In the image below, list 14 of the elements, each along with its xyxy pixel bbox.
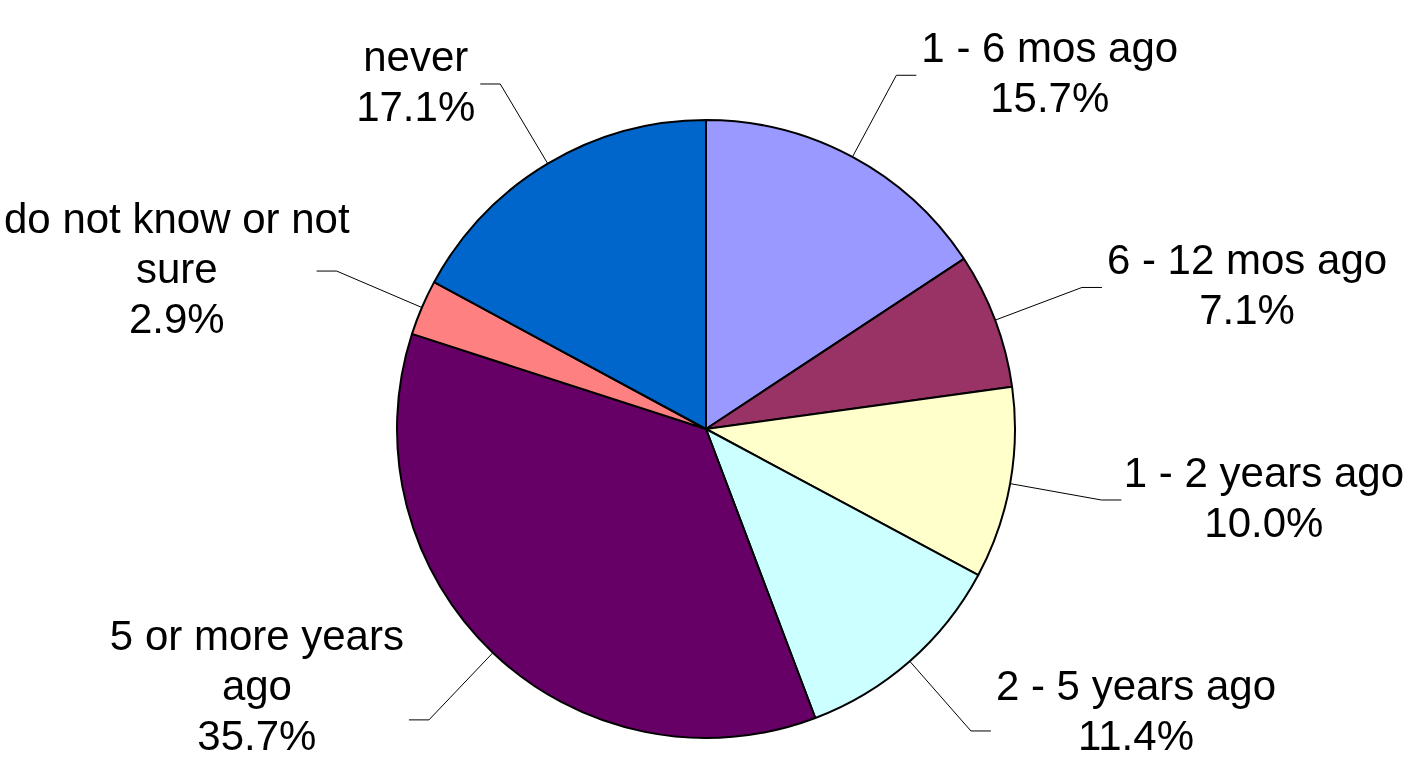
data-label: 11.4% bbox=[1078, 711, 1194, 759]
slice-label: 1 - 2 years ago bbox=[1123, 448, 1405, 496]
data-label: 7.1% bbox=[1199, 286, 1295, 334]
data-label: 15.7% bbox=[990, 73, 1110, 121]
slice-label: 5 or more years ago bbox=[109, 611, 404, 709]
slice-label: 2 - 5 years ago bbox=[995, 661, 1277, 709]
data-label: 10.0% bbox=[1204, 498, 1324, 546]
slice-label: 6 - 12 mos ago bbox=[1106, 236, 1388, 284]
slice-label: 1 - 6 mos ago bbox=[921, 23, 1179, 71]
slice-label: do not know or not sure bbox=[4, 194, 350, 292]
data-label: 17.1% bbox=[356, 82, 476, 130]
data-label: 35.7% bbox=[197, 711, 317, 759]
slice-label: never bbox=[363, 32, 469, 80]
data-label: 2.9% bbox=[128, 294, 225, 342]
